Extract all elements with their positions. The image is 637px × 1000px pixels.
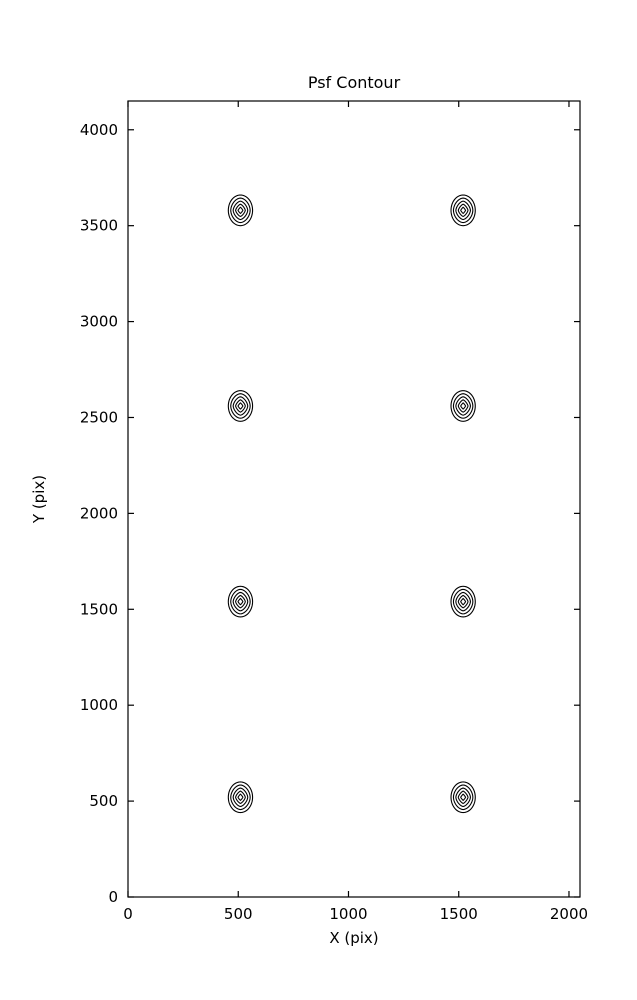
contour-ring [452, 197, 474, 224]
y-axis-label: Y (pix) [30, 475, 48, 524]
contour-ring [455, 200, 471, 221]
contour-source [227, 585, 254, 618]
y-tick-label: 2000 [80, 504, 118, 522]
contour-source [450, 194, 476, 227]
contour-ring [460, 597, 467, 606]
contour-ring [452, 784, 474, 811]
y-tick-label: 0 [108, 888, 118, 906]
contour-source [227, 781, 254, 814]
y-tick-label: 1000 [80, 696, 118, 714]
y-tick-label: 1500 [80, 600, 118, 618]
contour-ring [232, 200, 249, 221]
contour-ring [457, 203, 469, 218]
y-tick-label: 2500 [80, 408, 118, 426]
contour-ring [230, 784, 251, 811]
contour-sources [227, 194, 476, 814]
axes-frame [127, 100, 581, 898]
contour-ring [232, 591, 249, 612]
y-axis-ticks: 0 500 1000 1500 2000 2500 3000 3500 4000 [80, 121, 580, 906]
y-tick-label: 3500 [80, 217, 118, 235]
contour-ring [450, 585, 476, 618]
contour-ring [232, 396, 249, 416]
contour-ring [452, 393, 474, 419]
contour-ring [455, 396, 471, 416]
contour-ring [230, 197, 251, 224]
contour-ring [460, 793, 467, 802]
contour-ring [230, 588, 251, 615]
contour-ring [235, 399, 246, 413]
contour-ring [237, 793, 244, 802]
x-tick-label: 0 [123, 905, 133, 923]
contour-ring [457, 790, 469, 804]
x-tick-label: 500 [224, 905, 253, 923]
contour-ring [460, 402, 467, 410]
contour-ring [457, 399, 469, 413]
contour-source [227, 390, 254, 422]
contour-ring [460, 206, 467, 215]
contour-ring [235, 790, 246, 804]
chart-title: Psf Contour [308, 73, 401, 92]
x-axis-label: X (pix) [329, 929, 378, 947]
contour-source [450, 390, 476, 422]
x-axis-ticks: 0 500 1000 1500 2000 [123, 101, 588, 923]
contour-source [450, 585, 476, 618]
contour-ring [455, 591, 471, 612]
y-tick-label: 4000 [80, 121, 118, 139]
contour-ring [227, 194, 254, 227]
y-tick-label: 500 [89, 792, 118, 810]
contour-source [450, 781, 476, 814]
x-tick-label: 2000 [550, 905, 588, 923]
contour-ring [230, 393, 251, 419]
contour-ring [232, 787, 249, 807]
contour-source [227, 194, 254, 227]
contour-ring [235, 594, 246, 609]
contour-ring [227, 585, 254, 618]
y-tick-label: 3000 [80, 313, 118, 331]
contour-ring [237, 597, 244, 606]
contour-ring [227, 781, 254, 814]
contour-ring [237, 206, 244, 215]
x-tick-label: 1000 [329, 905, 367, 923]
contour-ring [450, 390, 476, 422]
contour-ring [457, 594, 469, 609]
x-tick-label: 1500 [440, 905, 478, 923]
contour-ring [237, 402, 244, 410]
contour-ring [452, 588, 474, 615]
contour-ring [235, 203, 246, 218]
contour-ring [450, 781, 476, 814]
contour-ring [227, 390, 254, 422]
contour-ring [450, 194, 476, 227]
contour-ring [455, 787, 471, 807]
